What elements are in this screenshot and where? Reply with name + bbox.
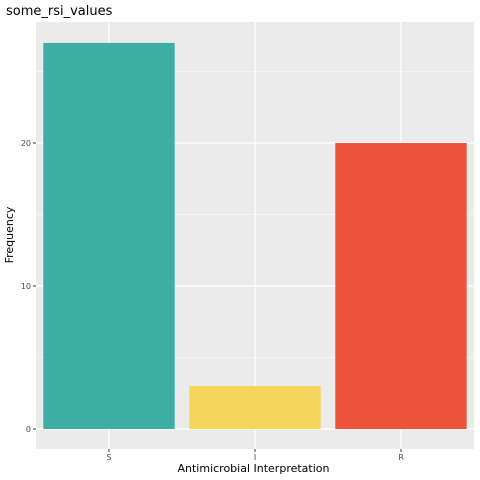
y-tick-label-20: 20 [21,139,31,148]
bar-I [189,386,321,429]
x-axis-title: Antimicrobial Interpretation [177,462,329,475]
bar-R [335,143,467,429]
bars [43,42,467,430]
bar-S [43,42,175,430]
chart-title: some_rsi_values [6,4,113,19]
y-axis: 0 10 20 [21,139,36,434]
y-axis-title: Frequency [3,206,16,263]
x-tick-label-I: I [254,453,256,462]
x-tick-label-R: R [398,453,404,462]
y-tick-label-10: 10 [21,282,31,291]
y-tick-label-0: 0 [26,425,31,434]
x-tick-label-S: S [106,453,111,462]
